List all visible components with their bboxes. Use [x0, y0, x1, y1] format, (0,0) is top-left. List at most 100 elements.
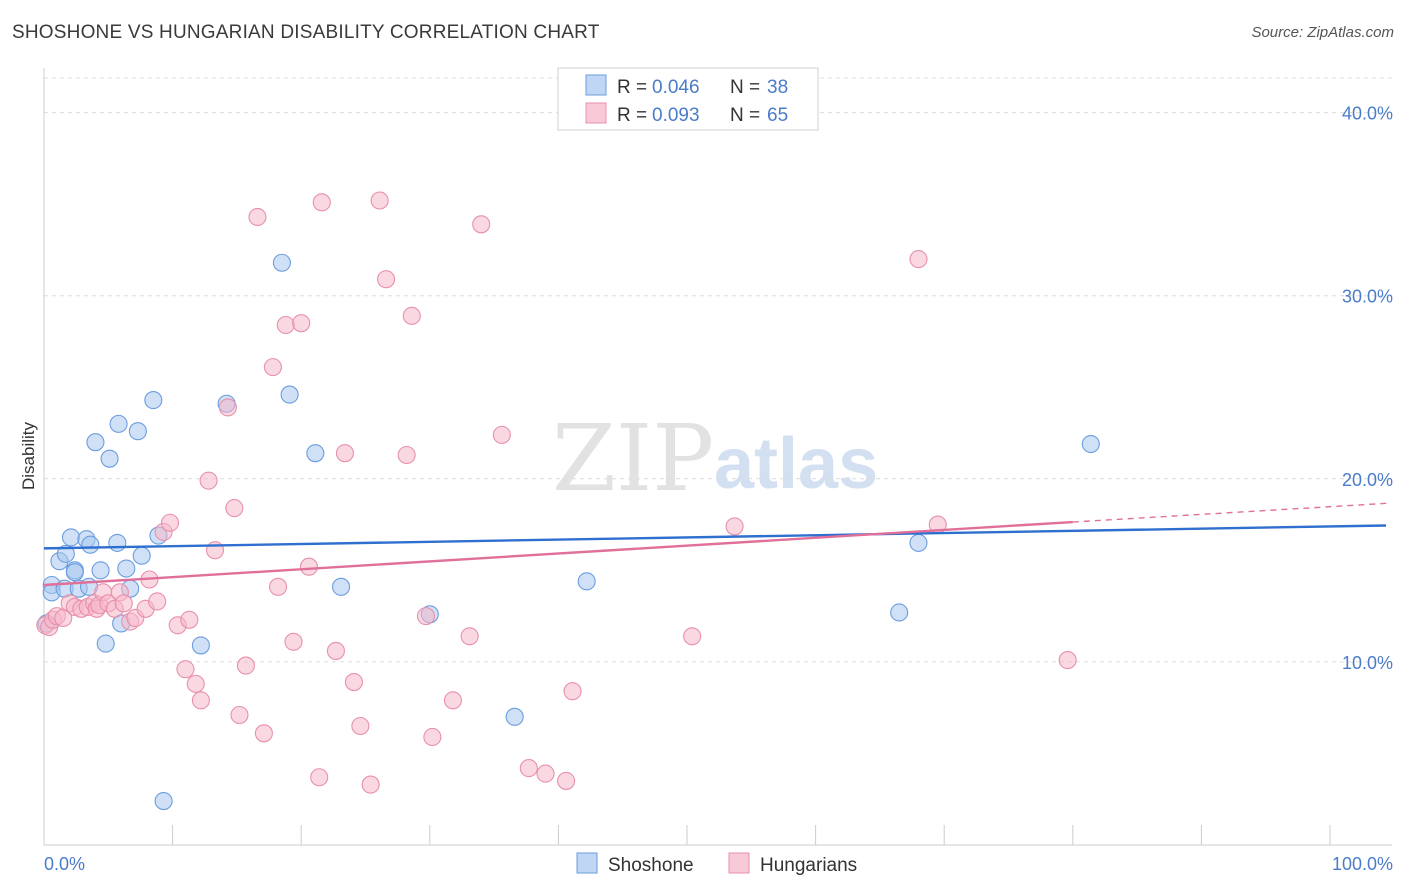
- legend-bottom: Shoshone Hungarians: [576, 852, 857, 876]
- point-hungarians-23: [160, 513, 180, 532]
- point-hungarians-52: [397, 445, 416, 465]
- legend-n-value-hungarians: 65: [767, 105, 788, 126]
- point-hungarians-32: [225, 499, 244, 518]
- y-axis-label: Disability: [19, 421, 38, 490]
- legend-r-label-hungarians: R =: [617, 105, 647, 126]
- point-shoshone-32: [332, 577, 351, 596]
- watermark-atlas: atlas: [714, 424, 878, 504]
- point-hungarians-34: [236, 656, 255, 675]
- point-hungarians-59: [492, 425, 511, 444]
- y-tick-label-3: 40.0%: [1342, 104, 1393, 124]
- legend-swatch-shoshone: [585, 74, 607, 96]
- axes: [43, 68, 1392, 846]
- point-hungarians-28: [191, 691, 210, 710]
- trend-lines: [43, 502, 1391, 587]
- point-hungarians-56: [443, 691, 462, 710]
- point-shoshone-15: [96, 634, 115, 653]
- point-hungarians-35: [248, 207, 267, 227]
- point-hungarians-25: [176, 660, 195, 679]
- point-hungarians-61: [536, 764, 555, 783]
- legend-r-label-shoshone: R =: [617, 77, 647, 98]
- x-tick-label-right: 100.0%: [1332, 854, 1393, 874]
- point-hungarians-60: [519, 759, 538, 778]
- point-hungarians-21: [148, 592, 167, 611]
- trend-line-hungarians: [43, 520, 1073, 587]
- point-shoshone-34: [505, 707, 524, 726]
- legend-bottom-swatch-hungarians: [728, 852, 750, 874]
- point-shoshone-8: [65, 563, 84, 582]
- point-hungarians-46: [335, 444, 354, 463]
- point-hungarians-63: [563, 682, 582, 701]
- point-hungarians-47: [344, 672, 363, 692]
- point-shoshone-16: [100, 449, 119, 468]
- trend-line-shoshone: [43, 524, 1387, 550]
- point-hungarians-43: [310, 768, 329, 787]
- point-hungarians-65: [725, 517, 744, 536]
- legend-bottom-label-hungarians: Hungarians: [760, 855, 857, 876]
- point-shoshone-29: [272, 253, 291, 272]
- point-hungarians-40: [284, 632, 303, 651]
- point-hungarians-27: [186, 674, 205, 693]
- point-hungarians-53: [402, 306, 421, 325]
- y-tick-label-0: 10.0%: [1342, 653, 1393, 673]
- point-hungarians-58: [472, 215, 491, 234]
- point-shoshone-30: [280, 385, 299, 404]
- point-hungarians-26: [180, 610, 199, 629]
- chart-title: SHOSHONE VS HUNGARIAN DISABILITY CORRELA…: [12, 22, 600, 43]
- point-shoshone-31: [306, 444, 325, 463]
- point-hungarians-38: [269, 577, 288, 596]
- y-tick-label-1: 20.0%: [1342, 470, 1393, 490]
- point-hungarians-29: [199, 471, 218, 490]
- point-shoshone-13: [86, 433, 105, 452]
- legend-r-value-shoshone: 0.046: [652, 77, 700, 98]
- point-shoshone-22: [128, 422, 147, 441]
- legend-top: R = 0.046 N = 38 R = 0.093 N = 65: [557, 67, 819, 131]
- point-hungarians-50: [370, 191, 389, 210]
- point-hungarians-64: [683, 627, 702, 646]
- legend-swatch-hungarians: [585, 102, 607, 124]
- point-shoshone-14: [91, 561, 110, 580]
- legend-n-label-shoshone: N =: [730, 77, 760, 98]
- watermark-zip: ZIP: [552, 405, 714, 512]
- gridlines: [44, 77, 1392, 663]
- point-hungarians-45: [326, 641, 345, 660]
- point-shoshone-5: [56, 544, 75, 563]
- point-hungarians-42: [299, 557, 318, 576]
- point-hungarians-36: [254, 724, 273, 743]
- point-shoshone-23: [132, 546, 151, 565]
- point-shoshone-24: [144, 391, 163, 410]
- data-points: [36, 191, 1100, 811]
- point-hungarians-33: [230, 705, 249, 725]
- point-hungarians-39: [276, 315, 295, 335]
- point-hungarians-55: [423, 727, 442, 747]
- point-shoshone-20: [117, 559, 136, 578]
- point-shoshone-35: [577, 572, 596, 591]
- point-shoshone-18: [109, 414, 128, 433]
- x-tick-label-left: 0.0%: [44, 854, 85, 874]
- point-hungarians-54: [416, 607, 435, 626]
- point-shoshone-38: [1081, 434, 1100, 454]
- point-shoshone-6: [61, 528, 81, 547]
- y-tick-labels: 10.0% 20.0% 30.0% 40.0%: [1342, 104, 1393, 673]
- legend-bottom-label-shoshone: Shoshone: [608, 855, 694, 876]
- legend-n-label-hungarians: N =: [730, 105, 760, 126]
- point-shoshone-36: [890, 603, 909, 622]
- point-hungarians-68: [1058, 651, 1077, 670]
- point-shoshone-12: [81, 535, 100, 554]
- point-hungarians-44: [312, 193, 331, 212]
- legend-bottom-swatch-shoshone: [576, 852, 598, 874]
- point-hungarians-62: [557, 771, 576, 790]
- legend-r-value-hungarians: 0.093: [652, 105, 700, 126]
- point-hungarians-57: [460, 627, 479, 646]
- point-hungarians-41: [292, 314, 311, 333]
- point-shoshone-27: [191, 636, 210, 655]
- point-hungarians-51: [377, 270, 396, 289]
- point-hungarians-66: [909, 250, 928, 269]
- point-hungarians-49: [361, 775, 380, 794]
- point-hungarians-48: [351, 716, 370, 736]
- point-shoshone-26: [154, 792, 173, 811]
- point-hungarians-31: [218, 398, 237, 417]
- point-hungarians-16: [114, 594, 133, 613]
- chart-source: Source: ZipAtlas.com: [1251, 24, 1394, 41]
